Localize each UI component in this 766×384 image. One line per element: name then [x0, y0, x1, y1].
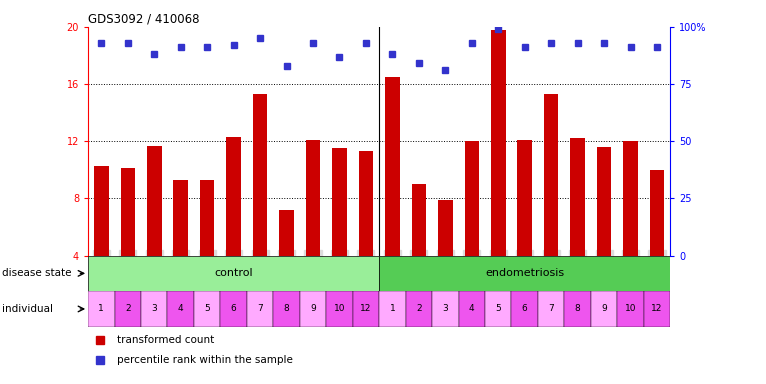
Text: 12: 12 [651, 305, 663, 313]
Bar [591, 291, 617, 327]
Bar [247, 291, 273, 327]
Bar [141, 291, 168, 327]
Bar [306, 140, 320, 256]
Bar [650, 170, 664, 256]
Bar [379, 291, 406, 327]
Bar [385, 77, 400, 256]
Bar [358, 151, 373, 256]
Bar [120, 169, 135, 256]
Bar [512, 291, 538, 327]
Bar [273, 291, 300, 327]
Text: 3: 3 [152, 305, 157, 313]
Bar [597, 147, 611, 256]
Bar [432, 291, 459, 327]
Text: GDS3092 / 410068: GDS3092 / 410068 [88, 13, 200, 26]
Text: disease state: disease state [2, 268, 71, 278]
Bar [406, 291, 432, 327]
Text: 10: 10 [334, 305, 345, 313]
Text: 6: 6 [522, 305, 528, 313]
Text: transformed count: transformed count [117, 334, 214, 344]
Bar [624, 141, 638, 256]
Text: 3: 3 [443, 305, 448, 313]
Text: individual: individual [2, 304, 53, 314]
Text: 5: 5 [496, 305, 501, 313]
Bar [518, 140, 532, 256]
Bar [464, 141, 479, 256]
Bar [544, 94, 558, 256]
Text: 2: 2 [125, 305, 130, 313]
Text: 8: 8 [283, 305, 290, 313]
Bar [173, 180, 188, 256]
Bar [617, 291, 643, 327]
Bar [411, 184, 426, 256]
Text: 4: 4 [469, 305, 475, 313]
Text: 1: 1 [390, 305, 395, 313]
Bar [280, 210, 294, 256]
Bar [326, 291, 352, 327]
Bar [565, 291, 591, 327]
Bar [200, 180, 214, 256]
Text: 10: 10 [625, 305, 637, 313]
Bar [88, 256, 379, 291]
Bar [168, 291, 194, 327]
Bar [115, 291, 141, 327]
Bar [227, 137, 241, 256]
Bar [438, 200, 453, 256]
Text: 12: 12 [360, 305, 372, 313]
Bar [147, 146, 162, 256]
Bar [300, 291, 326, 327]
Bar [253, 94, 267, 256]
Text: 6: 6 [231, 305, 237, 313]
Text: 5: 5 [205, 305, 210, 313]
Bar [352, 291, 379, 327]
Bar [194, 291, 221, 327]
Bar [571, 138, 585, 256]
Text: percentile rank within the sample: percentile rank within the sample [117, 355, 293, 365]
Bar [491, 30, 506, 256]
Bar [221, 291, 247, 327]
Text: 8: 8 [574, 305, 581, 313]
Bar [538, 291, 565, 327]
Bar [459, 291, 485, 327]
Text: 9: 9 [601, 305, 607, 313]
Text: 1: 1 [99, 305, 104, 313]
Bar [94, 166, 109, 256]
Bar [485, 291, 512, 327]
Text: 2: 2 [416, 305, 421, 313]
Text: control: control [214, 268, 253, 278]
Bar [379, 256, 670, 291]
Bar [643, 291, 670, 327]
Text: endometriosis: endometriosis [485, 268, 565, 278]
Bar [88, 291, 115, 327]
Text: 4: 4 [178, 305, 184, 313]
Text: 9: 9 [310, 305, 316, 313]
Text: 7: 7 [257, 305, 263, 313]
Text: 7: 7 [548, 305, 554, 313]
Bar [332, 148, 347, 256]
